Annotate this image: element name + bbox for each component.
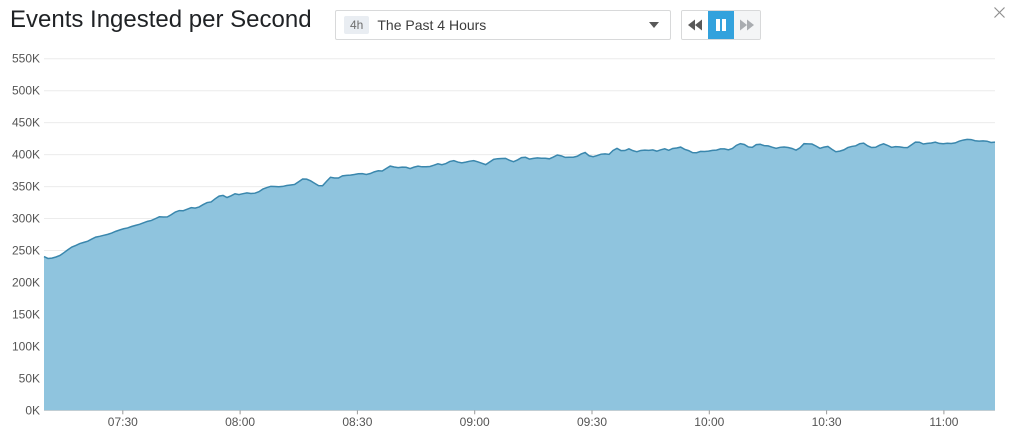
svg-text:300K: 300K [12,212,40,226]
svg-text:350K: 350K [12,180,40,194]
svg-text:200K: 200K [12,275,40,289]
svg-text:450K: 450K [12,116,40,130]
svg-text:09:30: 09:30 [577,415,607,429]
svg-text:400K: 400K [12,148,40,162]
svg-text:250K: 250K [12,244,40,258]
svg-text:100K: 100K [12,339,40,353]
svg-text:10:00: 10:00 [694,415,724,429]
svg-text:10:30: 10:30 [812,415,842,429]
svg-text:50K: 50K [19,371,40,385]
svg-text:07:30: 07:30 [108,415,138,429]
svg-text:08:30: 08:30 [342,415,372,429]
svg-text:500K: 500K [12,84,40,98]
svg-text:08:00: 08:00 [225,415,255,429]
svg-text:11:00: 11:00 [929,415,958,429]
svg-text:0K: 0K [25,403,40,417]
svg-text:550K: 550K [12,52,40,66]
svg-text:09:00: 09:00 [460,415,490,429]
svg-text:150K: 150K [12,307,40,321]
